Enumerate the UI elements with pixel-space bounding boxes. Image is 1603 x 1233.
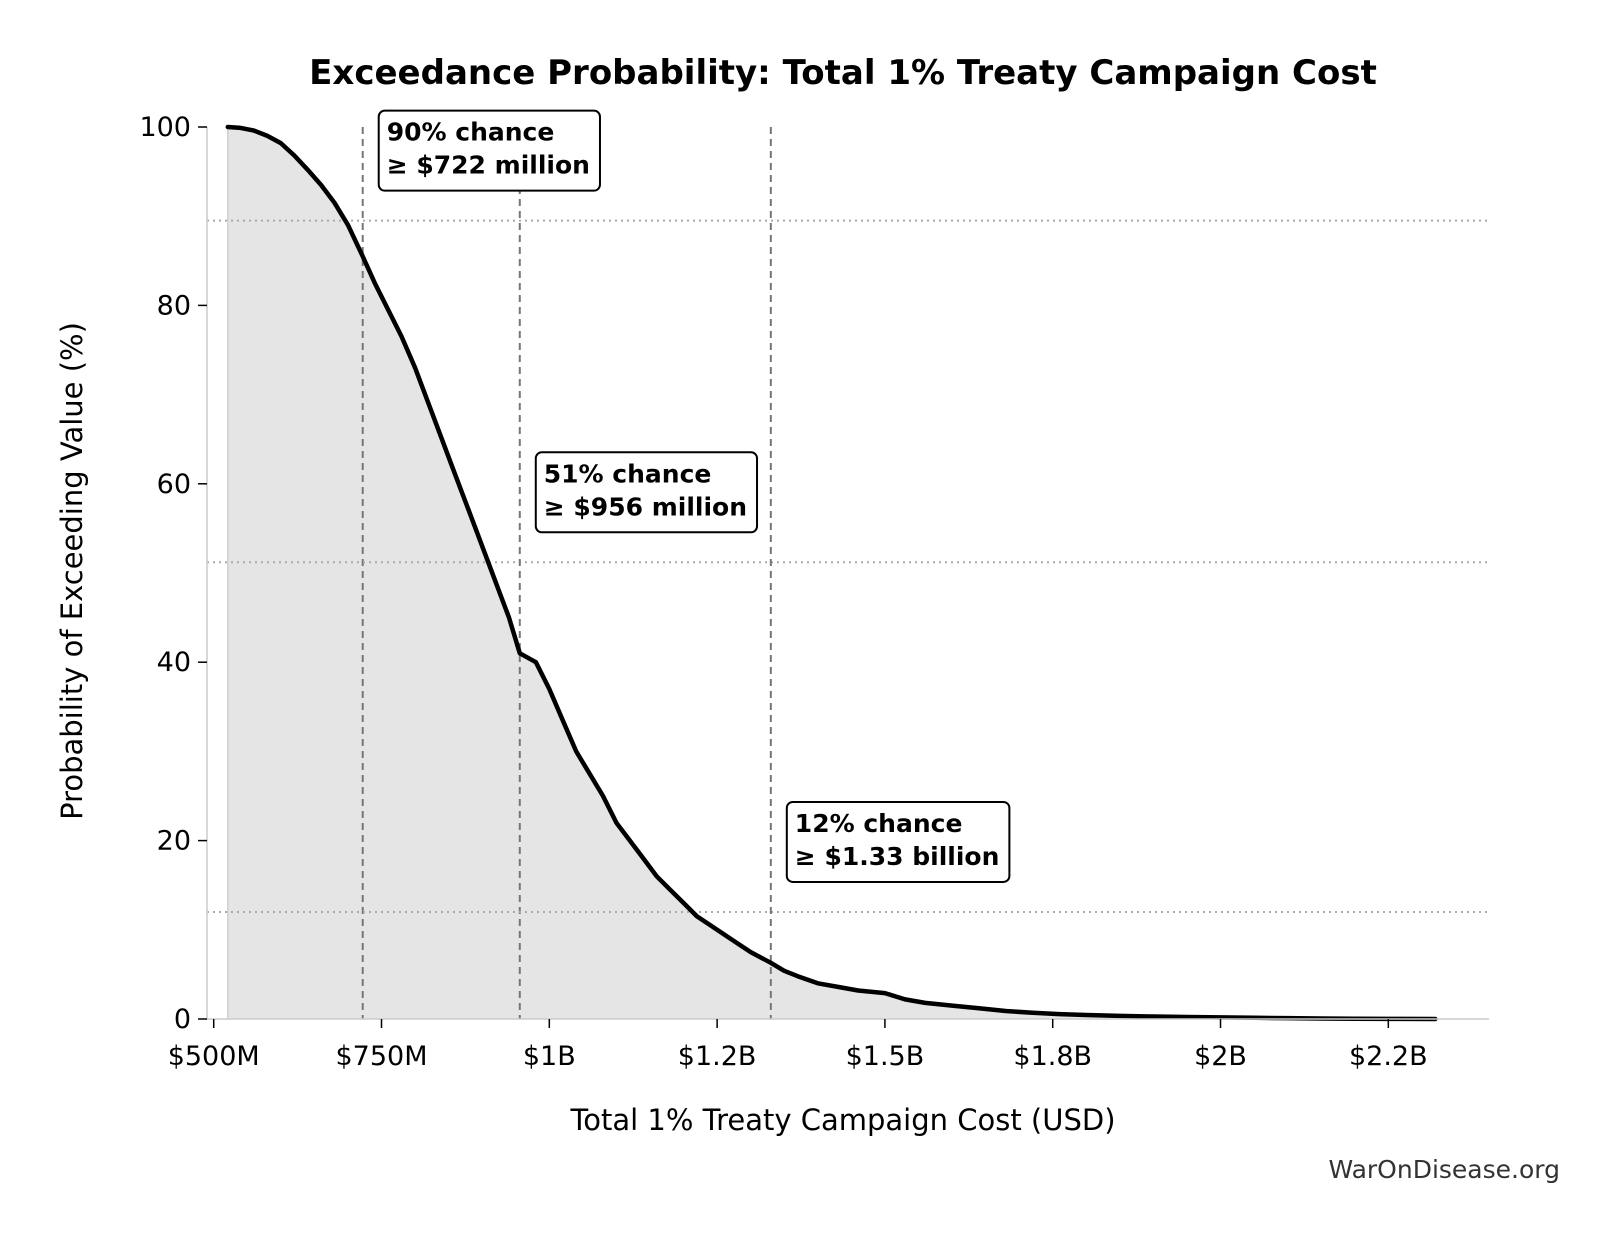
chart-title: Exceedance Probability: Total 1% Treaty … [309,53,1377,93]
x-tick-label: $1.2B [678,1041,757,1072]
x-tick-label: $1.8B [1013,1041,1092,1072]
x-tick-label: $1B [523,1041,576,1072]
x-tick-label: $750M [336,1041,428,1072]
area-fill [227,127,1436,1019]
y-tick-label: 20 [157,826,191,857]
exceedance-curve [225,124,1438,1022]
annotation-3: 12% chance ≥ $1.33 billion [785,800,1011,883]
annotation-line1: 51% chance [544,459,712,488]
plot-area: 0 20 40 60 80 100 $500M $750M $1B $1.2B $1.5B $1.8B… [139,109,1489,1072]
annotation-box [534,451,759,534]
x-tick-label: $500M [168,1041,260,1072]
x-axis-label: Total 1% Treaty Campaign Cost (USD) [569,1103,1115,1137]
annotation-box [377,109,601,192]
annotation-line2: ≥ $1.33 billion [795,842,1000,871]
annotation-2: 51% chance ≥ $956 million [534,451,759,534]
y-tick-label: 0 [174,1004,191,1035]
y-tick-label: 100 [139,112,191,143]
annotation-line1: 90% chance [387,118,555,147]
x-tick-label: $1.5B [846,1041,925,1072]
x-tick-label: $2B [1194,1041,1247,1072]
x-tick-label: $2.2B [1349,1041,1428,1072]
y-tick-label: 80 [157,290,191,321]
annotation-line2: ≥ $722 million [387,151,590,180]
footer-credit: WarOnDisease.org [1328,1155,1560,1184]
y-tick-label: 40 [157,647,191,678]
annotation-box [785,800,1011,883]
annotation-line1: 12% chance [795,809,963,838]
y-tick-label: 60 [157,469,191,500]
annotation-line2: ≥ $956 million [544,492,747,521]
annotation-1: 90% chance ≥ $722 million [377,109,601,192]
y-axis-label: Probability of Exceeding Value (%) [55,322,89,820]
